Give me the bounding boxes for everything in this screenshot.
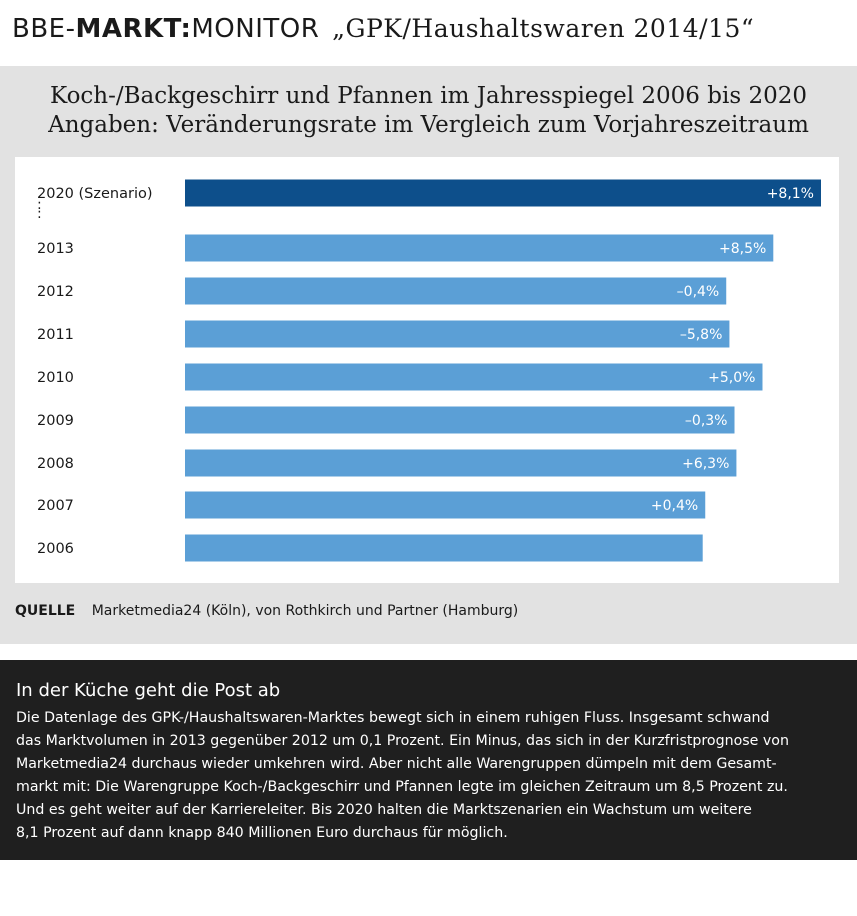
ellipsis-mark: : [37,206,42,222]
header-bar: BBE-MARKT:MONITOR „GPK/Haushaltswaren 20… [0,0,857,66]
bar-4 [185,363,763,391]
value-label: +8,5% [719,241,766,257]
info-textbox: In der Küche geht die Post ab Die Datenl… [0,660,857,860]
category-label: 2008 [37,456,74,472]
source-label: QUELLE [15,603,76,619]
value-label: –0,4% [677,284,720,300]
value-label: –5,8% [680,327,723,343]
source-text: Marketmedia24 (Köln), von Rothkirch und … [91,603,519,619]
source-line: QUELLE Marketmedia24 (Köln), von Rothkir… [15,603,518,619]
category-label: 2013 [37,241,74,257]
category-label: 2011 [37,327,74,343]
value-label: +5,0% [708,370,755,386]
ellipsis-mark: : [37,197,42,213]
bar-6 [185,449,737,477]
textbox-line: Und es geht weiter auf der Karriereleite… [16,802,752,818]
category-label: 2007 [37,498,74,514]
category-label: 2012 [37,284,74,300]
value-label: +6,3% [682,456,729,472]
textbox-title: In der Küche geht die Post ab [16,680,281,701]
brand-bbe: BBE- [12,14,76,44]
category-label: 2006 [37,541,74,557]
textbox-line: Marketmedia24 durchaus wieder umkehren w… [16,756,777,772]
bar-2 [185,277,727,305]
textbox-line: das Marktvolumen in 2013 gegenüber 2012 … [16,733,789,749]
chart-area: 2020 (Szenario) +8,1% 2013 +8,5% 2012 –0,4% 20… [15,157,839,583]
bar-chart: 2020 (Szenario) +8,1% 2013 +8,5% 2012 –0,4% 20… [37,179,821,562]
brand-monitor: MONITOR [191,14,320,44]
category-label: 2020 (Szenario) [37,186,153,202]
report-title: „GPK/Haushaltswaren 2014/15“ [332,14,755,43]
chart-title-line-1: Koch-/Backgeschirr und Pfannen im Jahres… [50,83,807,109]
bar-3 [185,320,730,348]
bar-0 [185,179,821,207]
textbox-line: Die Datenlage des GPK-/Haushaltswaren-Ma… [16,710,770,726]
chart-title-line-2: Angaben: Veränderungsrate im Vergleich z… [48,112,809,138]
value-label: +0,4% [651,498,698,514]
bar-1 [185,234,774,262]
value-label: –0,3% [685,413,728,429]
textbox-body: Die Datenlage des GPK-/Haushaltswaren-Ma… [16,707,836,845]
brand-markt: MARKT: [75,14,192,44]
bar-5 [185,406,735,434]
bar-8 [185,534,703,562]
value-label: +8,1% [767,186,814,202]
bar-7 [185,491,706,519]
textbox-line: markt mit: Die Warengruppe Koch-/Backges… [16,779,788,795]
category-label: 2010 [37,370,74,386]
category-label: 2009 [37,413,74,429]
textbox-line: 8,1 Prozent auf dann knapp 840 Millionen… [16,825,508,841]
brand-title: BBE-MARKT:MONITOR „GPK/Haushaltswaren 20… [12,14,754,44]
chart-title: Koch-/Backgeschirr und Pfannen im Jahres… [0,82,857,140]
